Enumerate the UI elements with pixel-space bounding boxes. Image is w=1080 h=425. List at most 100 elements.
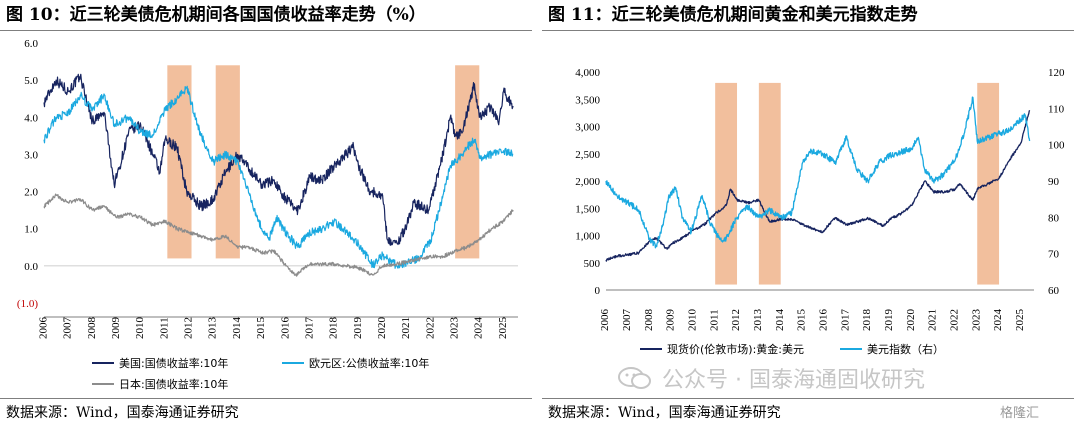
watermark-text: 公众号 · 国泰海通固收研究	[662, 368, 925, 393]
figure-11: 图 11：近三轮美债危机期间黄金和美元指数走势 0 500 1,000 1,500 2,…	[542, 0, 1080, 425]
y-tick-label: 500	[584, 258, 601, 270]
crisis-shade-3	[455, 65, 480, 259]
x-tick-label: 2009	[665, 309, 677, 332]
x-tick-label: 2010	[687, 309, 699, 332]
y2-tick-label: 110	[1048, 103, 1065, 115]
legend-label-dxy: 美元指数（右）	[867, 343, 944, 356]
x-tick-label: 2008	[643, 309, 655, 332]
figure-10-source: 数据来源：Wind，国泰海通证券研究	[6, 405, 239, 421]
y-tick-label: 4,000	[575, 67, 600, 79]
series-line-euro	[43, 85, 514, 269]
x-tick-label: 2025	[1014, 309, 1026, 332]
y-tick-label: (1.0)	[17, 298, 38, 310]
x-tick-label: 2018	[328, 317, 340, 340]
wechat-icon	[618, 367, 651, 389]
source-divider	[0, 398, 532, 399]
legend-item-euro: 欧元区:公债收益率:10年	[282, 355, 429, 371]
x-tick-label: 2020	[376, 317, 388, 340]
x-tick-label: 2015	[255, 317, 267, 340]
x-tick-label: 2013	[752, 309, 764, 332]
legend-swatch-gold	[640, 348, 662, 350]
x-tick-label: 2011	[158, 317, 170, 339]
x-tick-label: 2006	[37, 317, 49, 340]
x-tick-label: 2017	[839, 309, 851, 332]
x-tick-label: 2012	[183, 317, 195, 339]
x-tick-label: 2024	[992, 309, 1004, 332]
legend-swatch-euro	[282, 362, 304, 364]
x-tick-label: 2012	[730, 309, 742, 331]
legend-swatch-dxy	[840, 348, 862, 350]
y2-tick-label: 70	[1048, 249, 1060, 261]
series-line-gold	[605, 109, 1031, 262]
figure-10-title: 图 10：近三轮美债危机期间各国国债收益率走势（%）	[6, 5, 426, 25]
x-tick-label: 2008	[86, 317, 98, 340]
x-tick-label: 2022	[949, 309, 961, 331]
wechat-watermark: 公众号 · 国泰海通固收研究	[618, 362, 925, 394]
y-tick-label: 1.0	[24, 224, 38, 236]
y2-tick-label: 120	[1048, 67, 1065, 79]
legend-item-gold: 现货价(伦敦市场):黄金:美元	[640, 341, 804, 357]
x-tick-label: 2021	[400, 317, 412, 339]
legend-label-euro: 欧元区:公债收益率:10年	[309, 357, 430, 370]
y-tick-label: 6.0	[24, 38, 38, 50]
legend-label-japan: 日本:国债收益率:10年	[119, 378, 229, 391]
y-tick-label: 5.0	[24, 75, 38, 87]
x-tick-label: 2007	[621, 309, 633, 332]
y2-tick-label: 60	[1048, 285, 1060, 297]
y-tick-label: 1,000	[575, 231, 600, 243]
y2-tick-label: 90	[1048, 176, 1060, 188]
legend-item-japan: 日本:国债收益率:10年	[92, 376, 228, 392]
figure-11-title: 图 11：近三轮美债危机期间黄金和美元指数走势	[548, 5, 918, 25]
x-tick-label: 2021	[927, 309, 939, 331]
corner-logo: 格隆汇	[1000, 402, 1039, 421]
x-tick-label: 2016	[279, 317, 291, 340]
crisis-shade-1	[715, 82, 738, 285]
x-tick-label: 2023	[449, 317, 461, 340]
source-divider	[542, 398, 1074, 399]
x-tick-label: 2011	[708, 309, 720, 331]
series-line-japan	[43, 193, 514, 277]
y-tick-label: 3.0	[24, 149, 38, 161]
y-tick-label: 3,500	[575, 94, 600, 106]
title-divider	[542, 30, 1074, 31]
legend-item-dxy: 美元指数（右）	[840, 341, 944, 357]
x-tick-label: 2023	[970, 309, 982, 332]
y2-tick-label: 100	[1048, 140, 1065, 152]
y-tick-label: 2,000	[575, 176, 600, 188]
legend-swatch-us	[92, 362, 114, 364]
x-tick-label: 2014	[774, 309, 786, 332]
x-tick-label: 2017	[303, 317, 315, 340]
y-tick-label: 2,500	[575, 149, 600, 161]
legend-swatch-japan	[92, 383, 114, 385]
x-tick-label: 2020	[905, 309, 917, 332]
x-tick-label: 2022	[424, 317, 436, 339]
y-tick-label: 0.0	[24, 261, 38, 273]
x-tick-label: 2006	[599, 309, 611, 332]
x-tick-label: 2024	[473, 317, 485, 340]
series-line-us	[43, 73, 514, 246]
legend-label-gold: 现货价(伦敦市场):黄金:美元	[667, 343, 804, 356]
x-tick-label: 2010	[134, 317, 146, 340]
y-tick-label: 3,000	[575, 122, 600, 134]
x-tick-label: 2025	[497, 316, 509, 339]
legend-item-us: 美国:国债收益率:10年	[92, 355, 228, 371]
y2-tick-label: 80	[1048, 212, 1060, 224]
yield-chart-svg: (1.0) 0.0 1.0 2.0 3.0 4.0 5.0 6.0 2006 2007 2008 20…	[17, 38, 518, 340]
title-divider	[0, 30, 532, 31]
y-tick-label: 1,500	[575, 203, 600, 215]
y-tick-label: 4.0	[24, 112, 38, 124]
y-tick-label: 2.0	[24, 187, 38, 199]
y-tick-label: 0	[595, 285, 601, 297]
x-tick-label: 2007	[62, 317, 74, 340]
x-tick-label: 2019	[883, 309, 895, 332]
x-tick-label: 2018	[861, 309, 873, 332]
figure-10: 图 10：近三轮美债危机期间各国国债收益率走势（%） (1.0) 0.0 1.0 2.…	[0, 0, 538, 425]
x-tick-label: 2019	[352, 317, 364, 340]
series-line-dxy	[605, 96, 1031, 249]
x-tick-label: 2014	[231, 317, 243, 340]
x-tick-label: 2009	[110, 317, 122, 340]
x-tick-label: 2013	[207, 317, 219, 340]
gold-dxy-chart-svg: 0 500 1,000 1,500 2,000 2,500 3,000 3,500 4,000 6…	[575, 67, 1065, 332]
legend-label-us: 美国:国债收益率:10年	[119, 357, 229, 370]
